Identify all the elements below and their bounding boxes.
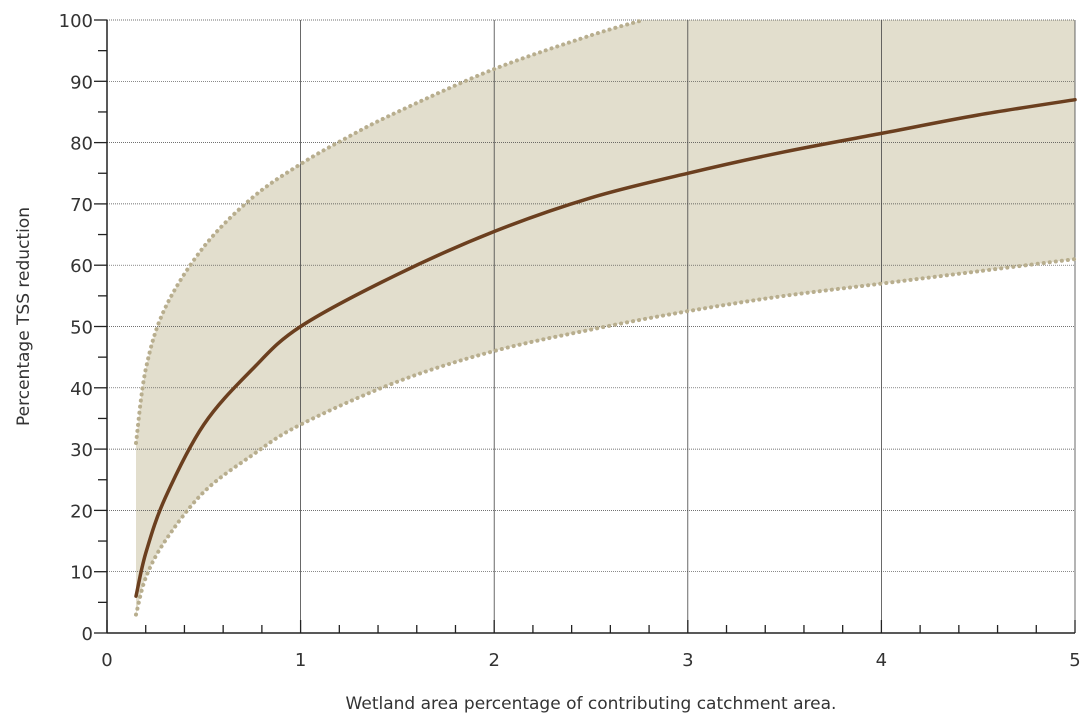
x-tick-label: 5 [1069, 650, 1080, 671]
x-tick-label: 4 [876, 650, 887, 671]
x-tick-label: 3 [682, 650, 693, 671]
y-tick-label: 40 [70, 379, 93, 400]
y-tick-label: 20 [70, 501, 93, 522]
range-band [136, 20, 1075, 615]
y-tick-label: 70 [70, 195, 93, 216]
y-tick-label: 30 [70, 440, 93, 461]
y-tick-label: 80 [70, 134, 93, 155]
y-tick-label: 60 [70, 256, 93, 277]
y-tick-label: 50 [70, 318, 93, 339]
horizontal-gridlines [107, 19, 1075, 573]
x-tick-labels: 0 1 2 3 4 5 [101, 650, 1080, 671]
y-tick-labels: 0 10 20 30 40 50 60 70 80 90 100 [59, 11, 93, 645]
x-tick-label: 1 [295, 650, 306, 671]
x-tick-label: 2 [488, 650, 499, 671]
y-tick-label: 10 [70, 563, 93, 584]
y-tick-label: 0 [82, 624, 93, 645]
y-axis-title: Percentage TSS reduction [14, 207, 34, 426]
mean-line [134, 97, 1077, 598]
axes [94, 19, 1076, 634]
lower-bound-line [134, 257, 1077, 617]
y-tick-label: 90 [70, 72, 93, 93]
x-tick-label: 0 [101, 650, 112, 671]
x-axis-title: Wetland area percentage of contributing … [346, 694, 837, 714]
upper-bound-line [134, 18, 646, 445]
y-tick-label: 100 [59, 11, 93, 32]
